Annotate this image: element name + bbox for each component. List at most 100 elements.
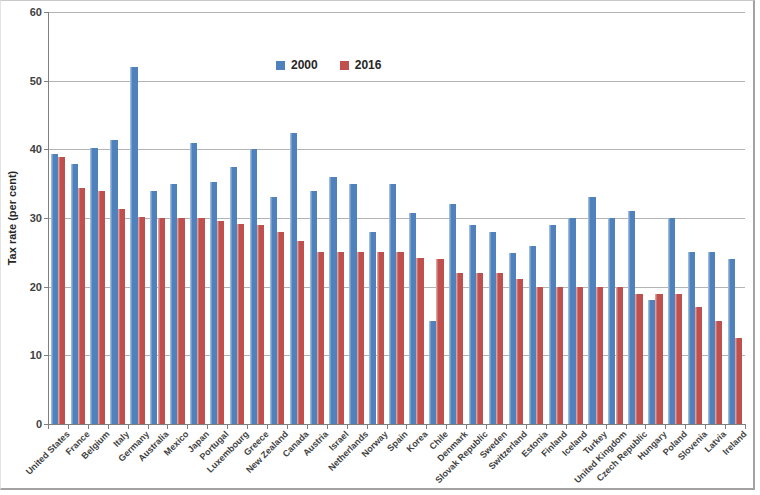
x-axis-tick	[167, 425, 168, 429]
gridline	[48, 12, 745, 13]
bar-2000	[110, 140, 117, 424]
x-axis-tick	[406, 425, 407, 429]
bar-2016	[158, 218, 165, 424]
y-axis-tick	[44, 149, 48, 150]
x-axis-line	[44, 424, 746, 425]
bar-2016	[58, 157, 65, 424]
bar-2000	[310, 191, 317, 425]
x-axis-tick	[307, 425, 308, 429]
x-axis-tick	[466, 425, 467, 429]
x-axis-tick	[108, 425, 109, 429]
legend-2016-swatch-icon	[340, 61, 349, 70]
bar-2016	[377, 252, 384, 424]
bar-2016	[138, 217, 145, 424]
x-axis-label: Korea	[405, 429, 430, 454]
x-axis-tick	[367, 425, 368, 429]
bar-2000	[290, 133, 297, 424]
bar-2000	[270, 197, 277, 424]
x-axis-tick	[606, 425, 607, 429]
tax-rate-bar-chart: Tax rate (per cent) 2000 2016 0102030405…	[0, 0, 760, 495]
x-axis-tick	[347, 425, 348, 429]
bar-2000	[210, 182, 217, 424]
bar-2016	[277, 232, 284, 424]
bar-2016	[536, 287, 543, 424]
x-axis-tick	[128, 425, 129, 429]
bar-2000	[130, 67, 137, 424]
legend-2000-label: 2000	[291, 59, 318, 71]
x-axis-tick	[566, 425, 567, 429]
x-axis-tick	[725, 425, 726, 429]
bar-2000	[688, 252, 695, 424]
bar-2000	[509, 253, 516, 424]
bar-2000	[469, 225, 476, 424]
x-axis-tick	[546, 425, 547, 429]
x-axis-tick	[148, 425, 149, 429]
gridline	[48, 81, 745, 82]
x-axis-tick	[68, 425, 69, 429]
bar-2016	[695, 307, 702, 424]
y-tick-label: 50	[10, 74, 42, 88]
x-axis-label: United States	[24, 429, 72, 477]
bar-2000	[190, 143, 197, 424]
bar-2000	[608, 218, 615, 424]
bar-2016	[655, 294, 662, 425]
x-axis-tick	[247, 425, 248, 429]
bar-2016	[357, 252, 364, 424]
x-axis-tick	[88, 425, 89, 429]
x-axis-tick	[227, 425, 228, 429]
bar-2016	[118, 209, 125, 424]
x-axis-tick	[446, 425, 447, 429]
bar-2000	[489, 232, 496, 424]
bar-2000	[349, 184, 356, 424]
legend-item-2000: 2000	[276, 59, 318, 71]
bar-2016	[456, 273, 463, 424]
bar-2016	[715, 321, 722, 424]
bar-2000	[648, 300, 655, 424]
x-axis-tick	[705, 425, 706, 429]
bar-2016	[197, 218, 204, 424]
bar-2000	[549, 225, 556, 424]
x-axis-tick	[387, 425, 388, 429]
bar-2000	[329, 177, 336, 424]
legend: 2000 2016	[272, 57, 385, 73]
bar-2000	[429, 321, 436, 424]
x-axis-tick	[526, 425, 527, 429]
bar-2000	[708, 252, 715, 424]
bar-2000	[449, 204, 456, 424]
bar-2016	[98, 191, 105, 425]
bar-2016	[257, 225, 264, 424]
x-axis-tick	[506, 425, 507, 429]
y-tick-label: 60	[10, 5, 42, 19]
bar-2000	[230, 167, 237, 425]
x-axis-tick	[426, 425, 427, 429]
bar-2000	[409, 213, 416, 425]
x-axis-tick	[645, 425, 646, 429]
bar-2000	[250, 149, 257, 424]
x-axis-tick	[48, 425, 49, 429]
bar-2016	[635, 294, 642, 425]
x-axis-tick	[327, 425, 328, 429]
bar-2016	[416, 258, 423, 424]
bar-2000	[389, 184, 396, 424]
bar-2016	[337, 252, 344, 424]
bar-2016	[297, 241, 304, 424]
gridline	[48, 149, 745, 150]
bar-2016	[317, 252, 324, 424]
x-axis-tick	[745, 425, 746, 429]
bar-2000	[51, 154, 58, 424]
bar-2000	[369, 232, 376, 424]
bar-2000	[90, 148, 97, 424]
bar-2016	[675, 294, 682, 425]
bar-2016	[396, 252, 403, 424]
bar-2016	[735, 338, 742, 424]
bar-2016	[496, 273, 503, 424]
legend-item-2016: 2016	[340, 59, 382, 71]
bar-2016	[217, 221, 224, 424]
y-axis-tick	[44, 287, 48, 288]
bar-2016	[596, 287, 603, 424]
bar-2000	[728, 259, 735, 424]
y-tick-label: 0	[10, 417, 42, 431]
bar-2016	[556, 287, 563, 424]
y-axis-tick	[44, 218, 48, 219]
y-tick-label: 40	[10, 142, 42, 156]
